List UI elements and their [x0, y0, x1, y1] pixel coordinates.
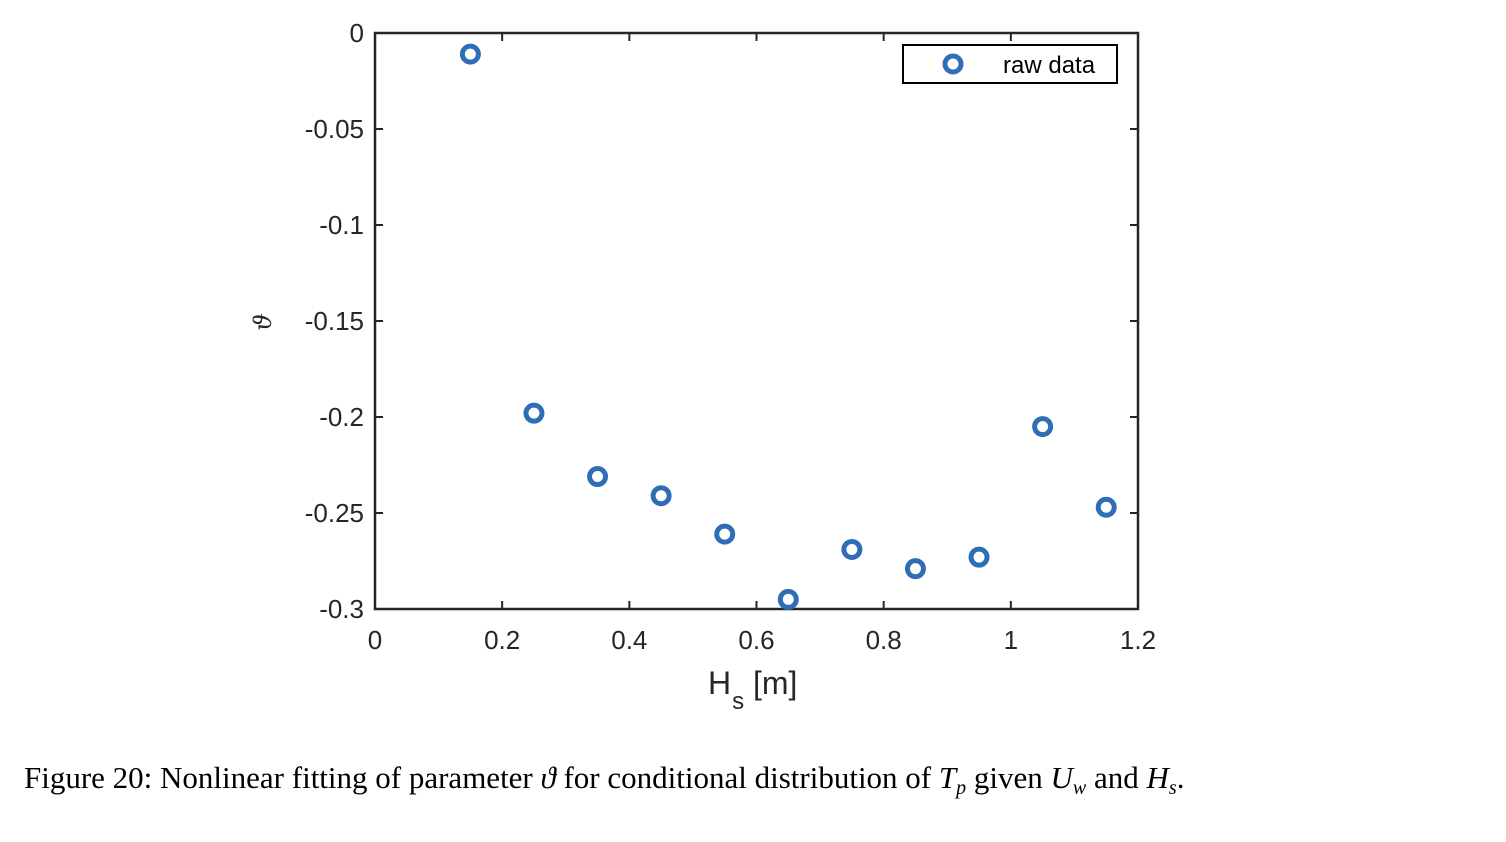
data-point [1032, 416, 1054, 438]
y-axis-label: ϑ [249, 313, 277, 330]
data-point [523, 402, 545, 424]
legend: raw data [902, 44, 1118, 84]
axis-ticks [374, 32, 1139, 610]
caption-end: . [1176, 760, 1185, 795]
x-tick-label: 1.2 [1120, 625, 1156, 655]
y-tick-label: -0.1 [319, 210, 364, 240]
x-axis-label: Hs [m] [708, 665, 797, 715]
data-point [777, 588, 799, 610]
data-point [650, 485, 672, 507]
figure-caption: Figure 20: Nonlinear fitting of paramete… [24, 760, 1184, 800]
legend-label: raw data [1003, 52, 1096, 79]
y-tick-label: -0.2 [319, 402, 364, 432]
y-tick-label: -0.05 [305, 114, 364, 144]
data-point [904, 558, 926, 580]
data-point [587, 466, 609, 488]
caption-hs-sub: s [1168, 777, 1177, 799]
data-point [968, 546, 990, 568]
x-tick-label: 0.8 [866, 625, 902, 655]
caption-and: and [1086, 760, 1147, 795]
legend-box [902, 44, 1118, 84]
caption-prefix: Figure 20: Nonlinear fitting of paramete… [24, 760, 541, 795]
x-axis-label-sub: s [732, 688, 744, 715]
plot-area-border [373, 31, 1140, 611]
x-tick-label: 1 [1004, 625, 1018, 655]
data-point [459, 43, 481, 65]
x-tick-label: 0.4 [611, 625, 647, 655]
data-point [841, 538, 863, 560]
data-points [459, 43, 1117, 610]
caption-mid: for conditional distribution of [555, 760, 939, 795]
y-tick-label: -0.25 [305, 498, 364, 528]
caption-hs: H [1146, 760, 1169, 795]
caption-uw: U [1050, 760, 1073, 795]
caption-tp: T [938, 760, 957, 795]
caption-uw-sub: w [1072, 777, 1087, 799]
data-point [1095, 496, 1117, 518]
caption-theta: ϑ [540, 760, 556, 795]
axes-frame [373, 31, 1140, 611]
tick-labels: 0 0.2 0.4 0.6 0.8 1 1.2 0 -0.05 -0.1 -0.15 -0.2 -0.2… [305, 18, 1156, 655]
chart: 0 0.2 0.4 0.6 0.8 1 1.2 0 -0.05 -0.1 -0.15 -0.2 -0.2… [249, 18, 1156, 715]
y-tick-label: -0.3 [319, 594, 364, 624]
caption-given: given [966, 760, 1051, 795]
data-point [714, 523, 736, 545]
x-tick-label: 0 [368, 625, 382, 655]
x-tick-label: 0.2 [484, 625, 520, 655]
caption-tp-sub: p [956, 777, 967, 799]
x-tick-label: 0.6 [738, 625, 774, 655]
x-axis-label-unit: [m] [744, 665, 797, 701]
y-tick-label: -0.15 [305, 306, 364, 336]
x-axis-label-main: H [708, 665, 731, 701]
y-tick-label: 0 [350, 18, 364, 48]
legend-marker [942, 53, 964, 75]
